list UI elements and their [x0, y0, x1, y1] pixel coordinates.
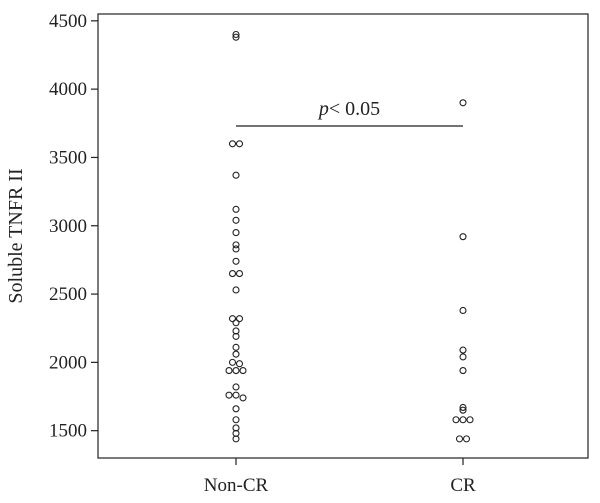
data-point-cr	[460, 368, 466, 374]
data-point-non-cr	[230, 271, 236, 277]
data-point-cr	[460, 347, 466, 353]
data-point-non-cr	[230, 141, 236, 147]
data-point-non-cr	[237, 316, 243, 322]
data-point-cr	[464, 436, 470, 442]
y-tick-label: 2000	[49, 352, 87, 373]
data-point-non-cr	[233, 242, 239, 248]
data-point-non-cr	[233, 406, 239, 412]
data-point-non-cr	[230, 316, 236, 322]
y-tick-label: 4500	[49, 11, 87, 32]
data-point-non-cr	[233, 172, 239, 178]
data-point-cr	[460, 307, 466, 313]
data-point-cr	[460, 100, 466, 106]
data-point-non-cr	[226, 392, 232, 398]
data-point-non-cr	[237, 141, 243, 147]
data-point-non-cr	[233, 206, 239, 212]
data-point-non-cr	[233, 320, 239, 326]
significance-label-rest: < 0.05	[329, 98, 380, 120]
y-axis-title: Soluble TNFR II	[5, 168, 27, 303]
data-point-cr	[460, 417, 466, 423]
data-point-non-cr	[233, 351, 239, 357]
data-point-non-cr	[226, 368, 232, 374]
significance-label: p< 0.05	[317, 98, 380, 120]
significance-label-p: p	[317, 98, 329, 120]
x-tick-label-non-cr: Non-CR	[204, 475, 269, 496]
data-point-non-cr	[233, 417, 239, 423]
data-point-non-cr	[233, 217, 239, 223]
y-tick-label: 4000	[49, 79, 87, 100]
data-point-cr	[457, 436, 463, 442]
data-point-non-cr	[237, 361, 243, 367]
data-point-cr	[453, 417, 459, 423]
y-tick-label: 3000	[49, 216, 87, 237]
data-point-non-cr	[233, 344, 239, 350]
data-point-cr	[460, 234, 466, 240]
y-tick-label: 1500	[49, 421, 87, 442]
y-tick-label: 2500	[49, 284, 87, 305]
plot-frame	[98, 14, 588, 458]
data-point-non-cr	[233, 258, 239, 264]
data-point-non-cr	[233, 368, 239, 374]
data-point-non-cr	[233, 287, 239, 293]
data-point-non-cr	[233, 392, 239, 398]
data-point-non-cr	[240, 368, 246, 374]
x-tick-label-cr: CR	[450, 475, 476, 496]
data-point-non-cr	[233, 384, 239, 390]
y-tick-label: 3500	[49, 147, 87, 168]
data-point-cr	[467, 417, 473, 423]
data-point-non-cr	[233, 230, 239, 236]
data-point-cr	[460, 354, 466, 360]
data-point-non-cr	[240, 395, 246, 401]
data-point-non-cr	[237, 271, 243, 277]
data-point-non-cr	[230, 359, 236, 365]
